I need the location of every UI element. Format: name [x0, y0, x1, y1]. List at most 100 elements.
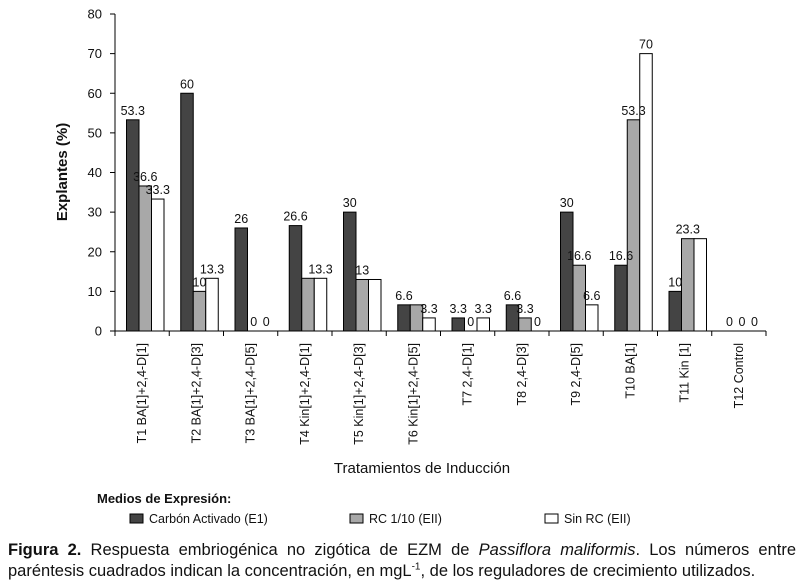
caption-text-1: Respuesta embriogénica no zigótica de EZ…: [81, 541, 479, 559]
data-label: 0: [250, 315, 257, 329]
legend-title: Medios de Expresión:: [97, 491, 231, 506]
category-label: T4 Kin[1]+2,4-D[1]: [298, 343, 312, 445]
bar-series-1: [288, 225, 303, 332]
legend-swatch: [129, 513, 144, 524]
category-label: T9 2,4-D[5]: [569, 343, 583, 406]
category-labels: T1 BA[1]+2,4-D[1] T2 BA[1]+2,4-D[3] T3 BA[…: [135, 343, 746, 445]
bar-series-3: [693, 238, 707, 332]
data-label: 3.3: [420, 302, 437, 316]
data-label: 6.6: [583, 289, 600, 303]
legend-label: Carbón Activado (E1): [149, 512, 268, 526]
legend: Medios de Expresión: Carbón Activado (E1…: [97, 491, 631, 526]
bar-series-2: [572, 264, 586, 332]
bar-series-2: [301, 277, 315, 332]
x-axis-title: Tratamientos de Inducción: [334, 460, 510, 477]
y-tick-label: 50: [88, 125, 102, 140]
legend-label: Sin RC (EII): [564, 512, 631, 526]
bar-series-3: [313, 277, 328, 332]
data-label: 6.6: [504, 289, 521, 303]
y-axis-title: Explantes (%): [54, 123, 71, 221]
data-label: 13.3: [308, 262, 332, 276]
y-tick-label: 80: [88, 7, 102, 22]
data-label: 13: [355, 263, 369, 277]
category-label: T11 Kin [1]: [678, 343, 692, 403]
data-label: 30: [560, 196, 574, 210]
data-label: 0: [751, 315, 758, 329]
bar-series-2: [518, 317, 532, 332]
caption-label: Figura 2.: [8, 541, 82, 559]
y-tick-label: 30: [88, 205, 102, 220]
bar-series-1: [234, 227, 248, 332]
bar-series-2: [626, 119, 641, 332]
y-tick-label: 0: [95, 324, 102, 339]
data-label: 13.3: [200, 262, 224, 276]
legend-swatch: [544, 513, 559, 524]
data-label: 10: [193, 275, 207, 289]
category-label: T12 Control: [732, 343, 746, 408]
data-label: 26: [234, 212, 248, 226]
bar-series-2: [681, 238, 695, 332]
data-label: 30: [343, 196, 357, 210]
data-label: 3.3: [450, 302, 467, 316]
bar-series-3: [205, 277, 219, 332]
caption-text-3: , de los reguladores de crecimiento util…: [420, 562, 756, 580]
category-label: T5 Kin[1]+2,4-D[3]: [352, 343, 366, 445]
data-label: 23.3: [676, 223, 700, 237]
category-label: T6 Kin[1]+2,4-D[5]: [406, 343, 420, 445]
data-label: 0: [534, 315, 541, 329]
bar-series-3: [368, 278, 382, 332]
data-label: 6.6: [395, 289, 412, 303]
bar-series-1: [614, 264, 628, 332]
bar-series-1: [668, 290, 682, 332]
bar-series-3: [476, 317, 490, 332]
data-label: 70: [639, 38, 653, 52]
data-label: 16.6: [567, 249, 591, 263]
category-label: T2 BA[1]+2,4-D[3]: [189, 343, 203, 443]
bar-series-1: [560, 211, 574, 332]
category-label: T7 2,4-D[1]: [461, 343, 475, 406]
bars: [126, 53, 707, 332]
caption-species: Passiflora maliformis: [478, 541, 636, 559]
category-label: T3 BA[1]+2,4-D[5]: [244, 343, 258, 443]
data-label: 3.3: [475, 302, 492, 316]
data-label: 10: [668, 275, 682, 289]
y-tick-label: 60: [88, 86, 102, 101]
legend-label: RC 1/10 (EII): [369, 512, 442, 526]
figure-caption: Figura 2. Respuesta embriogénica no zigó…: [8, 540, 796, 582]
bar-series-2: [192, 290, 207, 332]
bar-series-1: [397, 304, 411, 332]
data-label: 16.6: [609, 249, 633, 263]
data-label: 26.6: [283, 210, 307, 224]
category-label: T10 BA[1]: [623, 343, 637, 399]
bar-series-3: [639, 53, 653, 332]
data-label: 53.3: [121, 104, 145, 118]
data-label: 0: [467, 315, 474, 329]
data-label: 0: [726, 315, 733, 329]
bar-series-3: [585, 304, 599, 332]
legend-swatch: [349, 513, 364, 524]
bar-series-3: [422, 317, 436, 332]
y-tick-label: 10: [88, 284, 102, 299]
category-label: T8 2,4-D[3]: [515, 343, 529, 406]
bar-series-1: [180, 92, 194, 332]
y-tick-label: 40: [88, 165, 102, 180]
y-axis: 0 10 20 30 40 50 60 70 80: [88, 7, 116, 339]
bar-series-2: [138, 185, 152, 332]
bar-series-1: [126, 119, 140, 332]
caption-text-2: . Los números entre paréntesis cuadrados…: [8, 541, 797, 580]
data-label: 36.6: [133, 170, 157, 184]
bar-series-1: [451, 317, 465, 332]
bar-series-3: [151, 198, 165, 332]
data-label: 60: [180, 77, 194, 91]
data-label: 33.3: [146, 183, 170, 197]
bar-series-1: [343, 211, 357, 332]
x-axis: [114, 330, 767, 336]
caption-superscript: -1: [411, 561, 421, 573]
data-label: 3.3: [516, 302, 533, 316]
y-tick-label: 70: [88, 46, 102, 61]
y-tick-label: 20: [88, 244, 102, 259]
data-label: 0: [739, 315, 746, 329]
data-label: 53.3: [621, 104, 645, 118]
